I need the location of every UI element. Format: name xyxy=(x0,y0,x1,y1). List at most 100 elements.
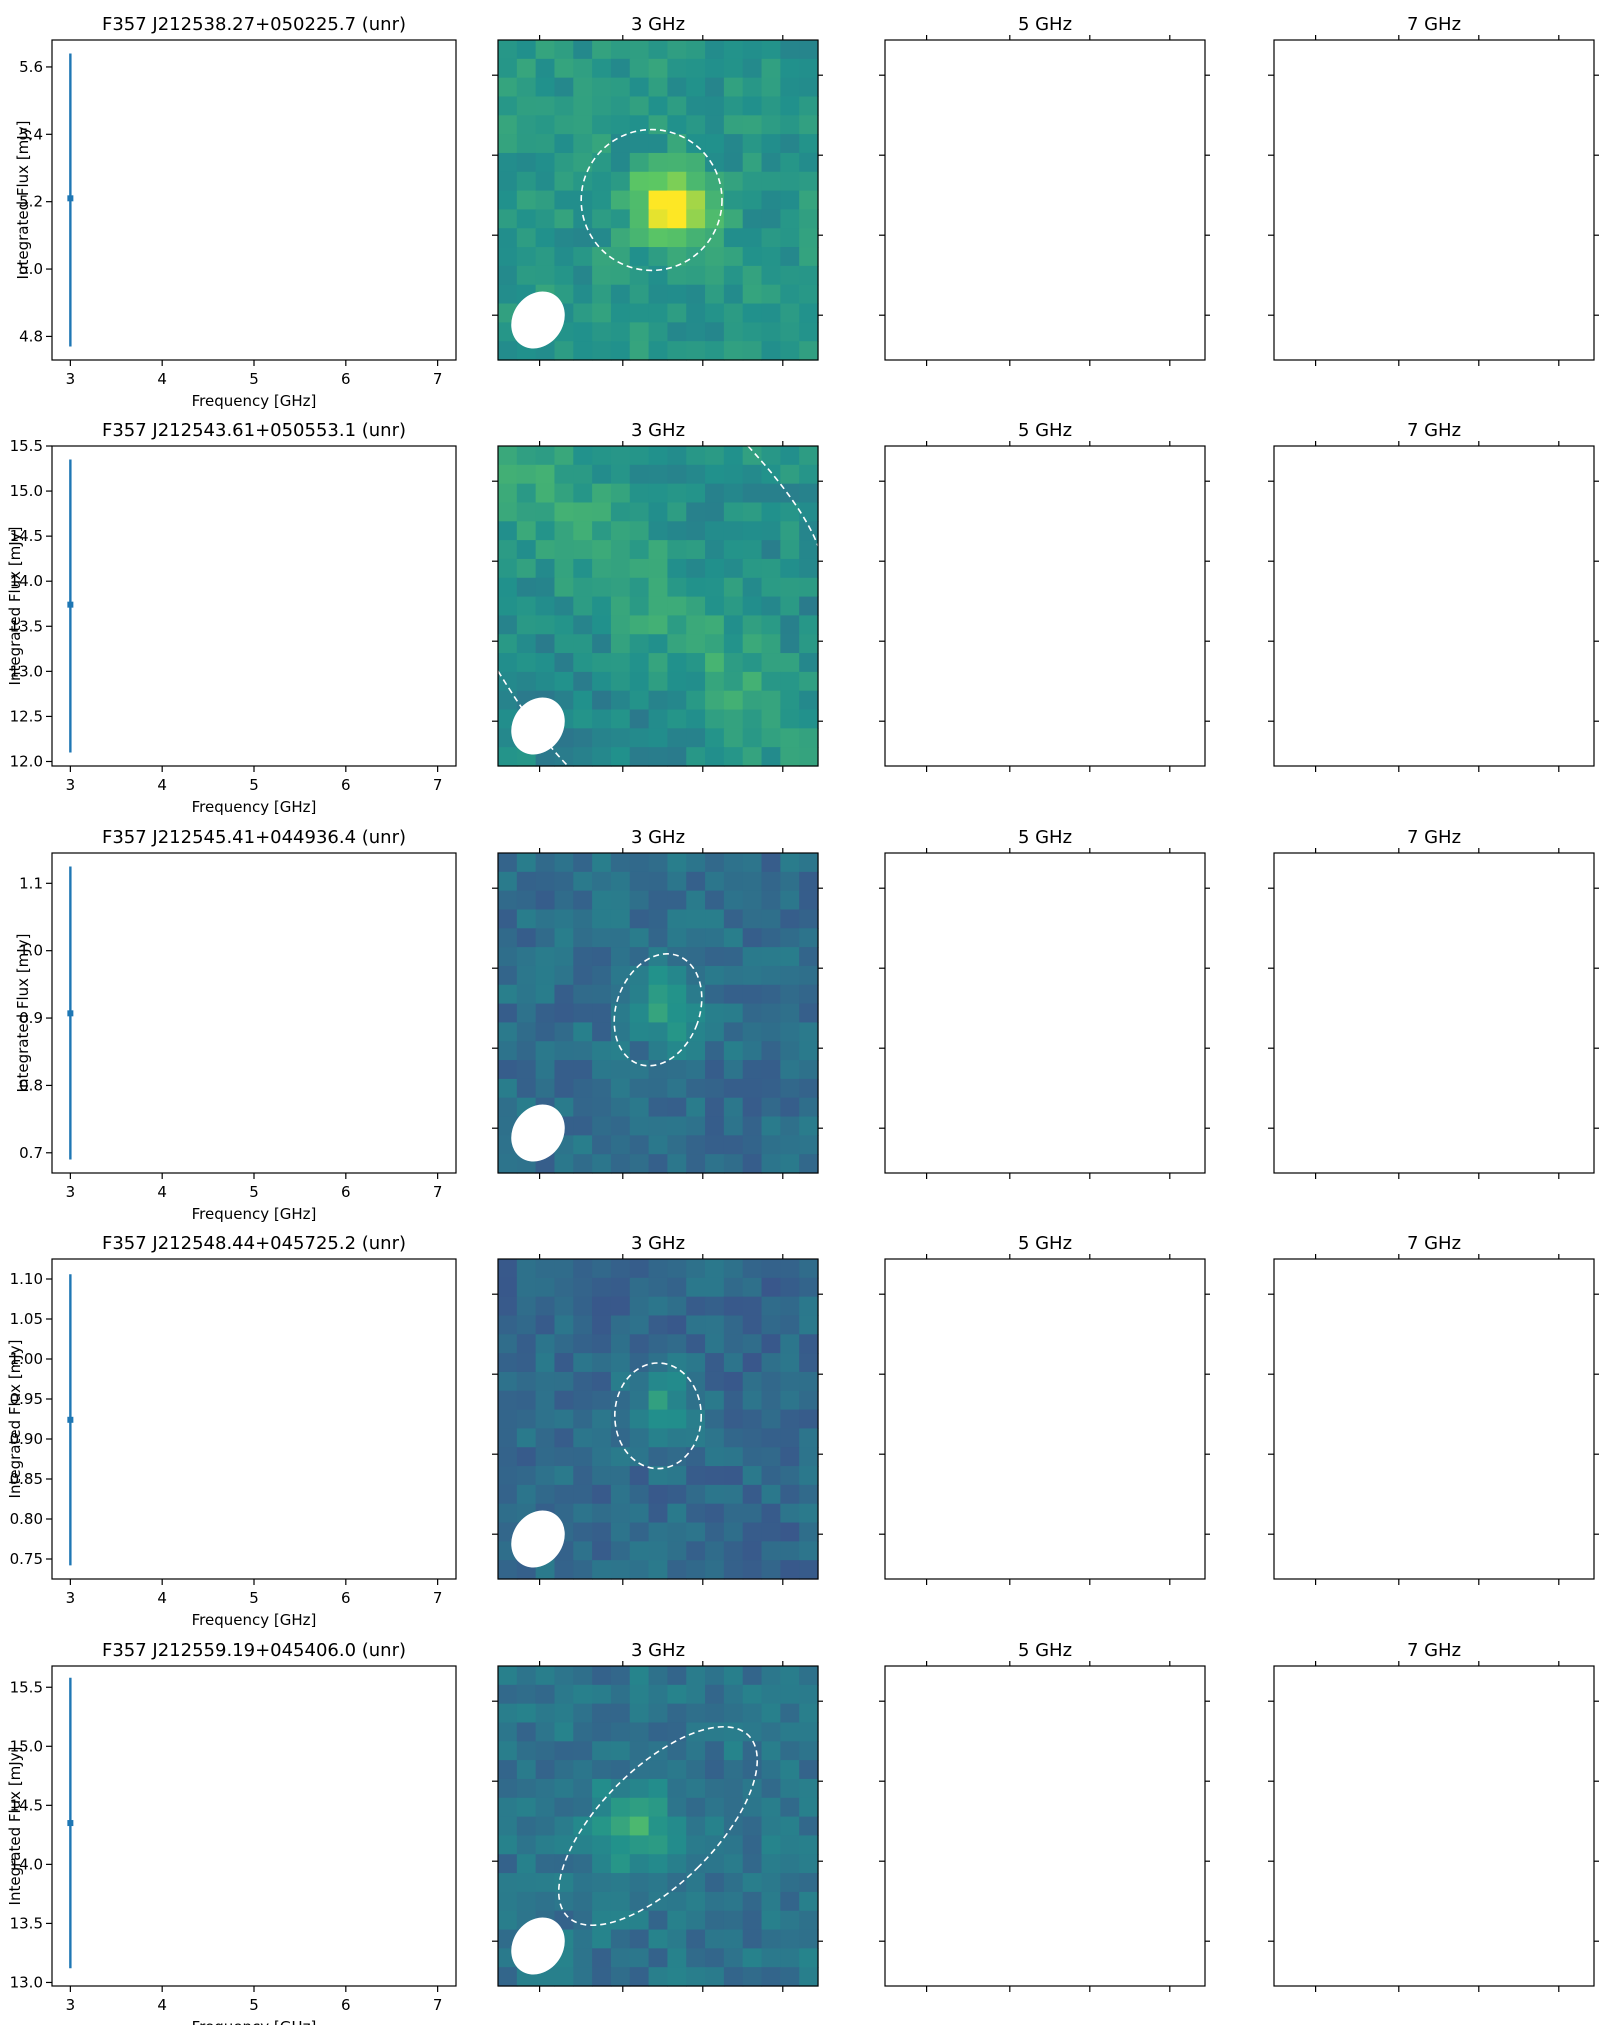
pixel xyxy=(629,615,650,635)
pixel xyxy=(516,540,537,560)
pixel xyxy=(535,671,556,692)
subplot-row: F357 J212548.44+045725.2 (unr)3 4 5 6 70.750… xyxy=(6,1233,1599,1629)
pixel xyxy=(592,228,612,248)
pixel xyxy=(610,1390,631,1411)
pixel xyxy=(573,928,593,948)
pixel xyxy=(573,1967,593,1987)
pixel xyxy=(799,615,819,635)
pixel xyxy=(705,634,725,654)
pixel xyxy=(761,1390,781,1411)
pixel xyxy=(498,1154,518,1174)
pixel xyxy=(573,1371,593,1392)
pixel xyxy=(629,1722,650,1742)
pixel xyxy=(498,58,518,79)
pixel xyxy=(761,540,781,560)
pixel xyxy=(780,1466,800,1486)
pixel xyxy=(780,1116,800,1136)
pixel xyxy=(705,322,725,342)
pixel xyxy=(705,96,725,116)
pixel xyxy=(723,265,744,286)
pixel xyxy=(610,1929,631,1949)
pixel xyxy=(516,1003,537,1024)
pixel xyxy=(648,1447,669,1467)
pixel xyxy=(554,1334,574,1354)
pixel xyxy=(780,947,800,967)
pixel xyxy=(742,1041,763,1061)
pixel xyxy=(686,890,706,911)
pixel xyxy=(780,1390,800,1411)
pixel xyxy=(780,1041,800,1061)
pixel xyxy=(535,209,556,229)
pixel xyxy=(573,1409,593,1430)
pixel xyxy=(742,871,763,892)
pixel xyxy=(667,1371,687,1392)
spectrum-axes-frame xyxy=(51,852,457,1174)
pixel xyxy=(705,1484,725,1505)
pixel xyxy=(498,190,518,211)
pixel xyxy=(799,1277,819,1298)
pixel xyxy=(610,1797,631,1818)
image-panel-title: 5 GHz xyxy=(1018,1233,1072,1254)
pixel xyxy=(554,1484,574,1505)
pixel xyxy=(592,1078,612,1099)
pixel xyxy=(554,190,574,211)
pixel xyxy=(742,1409,763,1430)
pixel xyxy=(610,853,631,873)
pixel xyxy=(535,1466,556,1486)
pixel xyxy=(780,1353,800,1373)
pixel xyxy=(592,1873,612,1893)
pixel xyxy=(629,853,650,873)
pixel xyxy=(535,1722,556,1742)
image-axes-frame xyxy=(884,1258,1206,1580)
pixel xyxy=(686,1929,706,1949)
pixel xyxy=(535,1296,556,1317)
pixel xyxy=(705,464,725,485)
y-tick-label: 0.7 xyxy=(19,1144,43,1162)
pixel xyxy=(648,1910,669,1931)
image-panel-5ghz: 5 GHz xyxy=(879,1640,1210,1992)
pixel xyxy=(761,747,781,767)
pixel xyxy=(667,1060,687,1080)
pixel xyxy=(648,690,669,711)
pixel xyxy=(629,1684,650,1705)
pixel xyxy=(799,1722,819,1742)
pixel xyxy=(780,265,800,286)
pixel xyxy=(799,1060,819,1080)
pixel xyxy=(648,1522,669,1542)
pixel xyxy=(799,1967,819,1987)
pixel xyxy=(516,1428,537,1448)
pixel xyxy=(610,728,631,748)
pixel xyxy=(610,1116,631,1136)
pixel xyxy=(780,1315,800,1335)
pixel xyxy=(516,1409,537,1430)
pixel xyxy=(554,1854,574,1874)
pixel xyxy=(516,984,537,1005)
pixel xyxy=(573,1503,593,1524)
pixel xyxy=(573,1541,593,1561)
pixel xyxy=(723,965,744,986)
pixel xyxy=(742,928,763,948)
pixel xyxy=(592,690,612,711)
pixel xyxy=(516,446,537,466)
pixel xyxy=(610,1816,631,1837)
x-tick-label: 5 xyxy=(249,1996,259,2014)
pixel xyxy=(554,965,574,986)
pixel xyxy=(723,115,744,135)
pixel xyxy=(780,577,800,598)
pixel xyxy=(554,1154,574,1174)
pixel xyxy=(610,1277,631,1298)
pixel xyxy=(667,1741,687,1761)
image-axes-frame xyxy=(1273,39,1595,361)
pixel xyxy=(516,1816,537,1837)
pixel xyxy=(648,596,669,617)
pixel xyxy=(535,1259,556,1279)
pixel xyxy=(648,1967,669,1987)
pixel xyxy=(705,709,725,729)
pixel xyxy=(629,690,650,711)
pixel xyxy=(723,209,744,229)
pixel xyxy=(516,596,537,617)
pixel xyxy=(723,1816,744,1837)
pixel xyxy=(610,1541,631,1561)
pixel xyxy=(742,653,763,673)
image-panel-5ghz: 5 GHz xyxy=(879,14,1210,366)
